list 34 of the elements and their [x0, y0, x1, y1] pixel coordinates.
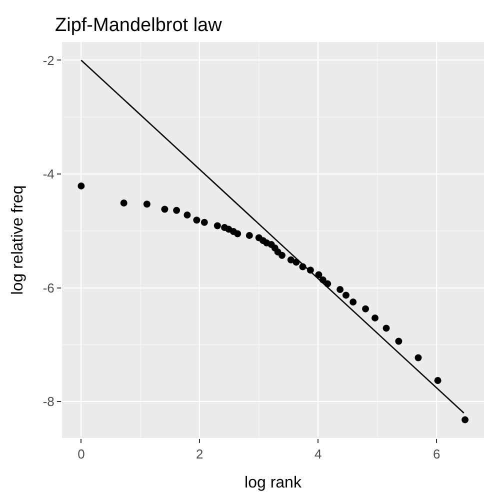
point	[414, 354, 422, 362]
point	[184, 211, 191, 218]
point	[434, 377, 442, 384]
point	[78, 182, 85, 190]
point	[372, 314, 379, 322]
point	[193, 216, 200, 224]
x-tick-label: 6	[432, 446, 440, 462]
y-tick-label: -4	[42, 166, 54, 182]
x-tick-label: 4	[314, 446, 322, 462]
y-axis-title: log relative freq	[10, 185, 27, 295]
point	[462, 416, 469, 424]
point	[120, 200, 128, 207]
x-tick-label: 0	[78, 446, 85, 462]
y-tick-label: -2	[42, 52, 54, 68]
x-tick-label: 2	[196, 446, 204, 462]
point	[173, 206, 180, 214]
y-tick-label: -8	[42, 394, 54, 410]
point	[200, 218, 208, 226]
point	[342, 292, 350, 299]
chart-title: Zipf-Mandelbrot law	[55, 14, 222, 36]
point	[234, 230, 242, 238]
y-tick-label: -6	[42, 280, 54, 296]
point	[362, 305, 370, 312]
x-axis-title: log rank	[244, 474, 302, 492]
point	[246, 232, 253, 239]
point	[143, 200, 150, 208]
point	[350, 298, 357, 306]
point	[395, 338, 402, 345]
point	[287, 256, 294, 264]
point	[278, 252, 286, 259]
point	[161, 206, 168, 213]
point	[336, 286, 344, 293]
point	[382, 324, 390, 332]
point	[214, 222, 221, 230]
